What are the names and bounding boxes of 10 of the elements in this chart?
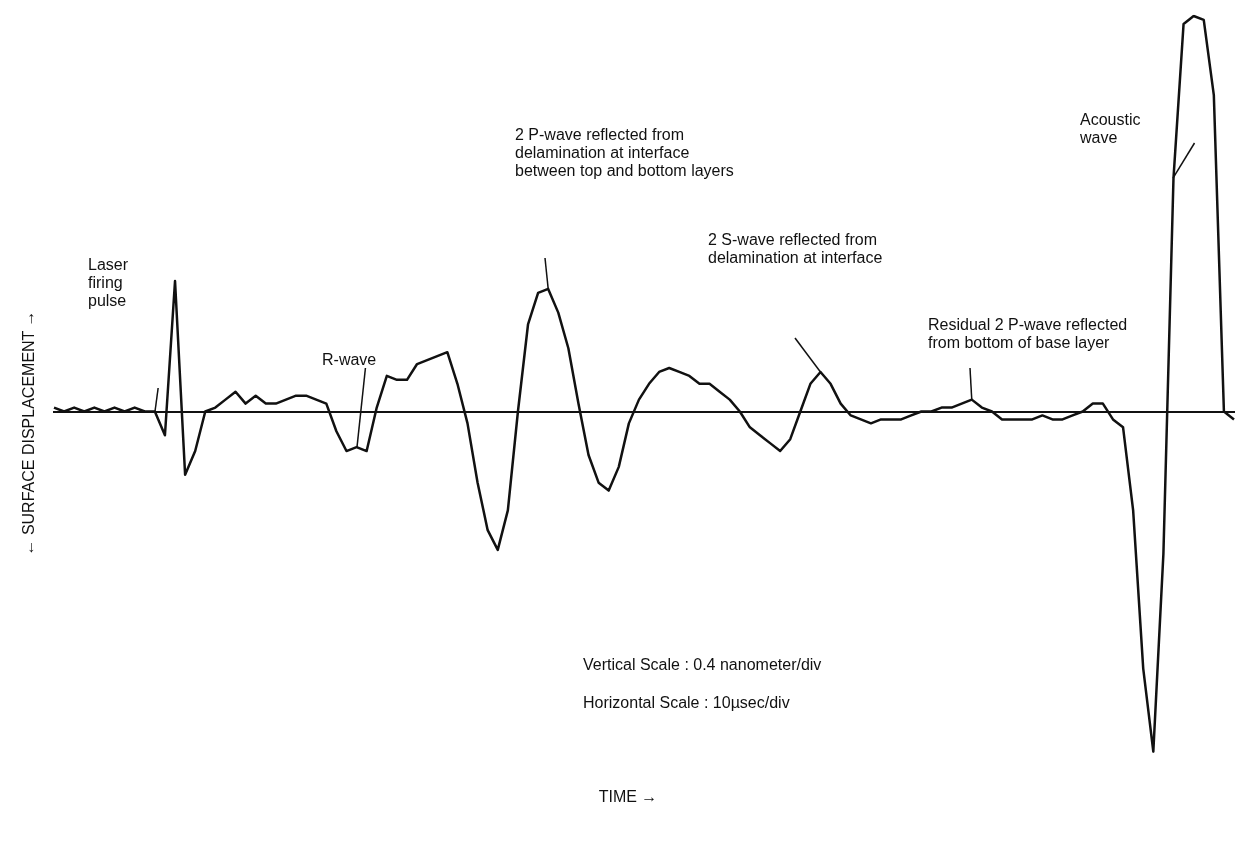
annotation: Residual 2 P-wave reflected from bottom of base layer bbox=[928, 316, 1128, 352]
annotation: Acoustic wave bbox=[1079, 111, 1141, 147]
annotation: Vertical Scale : 0.4 nanometer/div bbox=[583, 656, 822, 674]
annotation: Horizontal Scale : 10µsec/div bbox=[583, 694, 790, 712]
x-axis-title: TIME → bbox=[598, 788, 658, 806]
annotation: R-wave bbox=[322, 351, 377, 369]
y-axis-title: ← SURFACE DISPLACEMENT → bbox=[20, 310, 38, 556]
annotation: Laser firing pulse bbox=[88, 256, 129, 310]
annotation: 2 S-wave reflected from delamination at interface bbox=[708, 231, 883, 267]
annotation: 2 P-wave reflected from delamination at interface between top and bottom layers bbox=[515, 126, 734, 180]
